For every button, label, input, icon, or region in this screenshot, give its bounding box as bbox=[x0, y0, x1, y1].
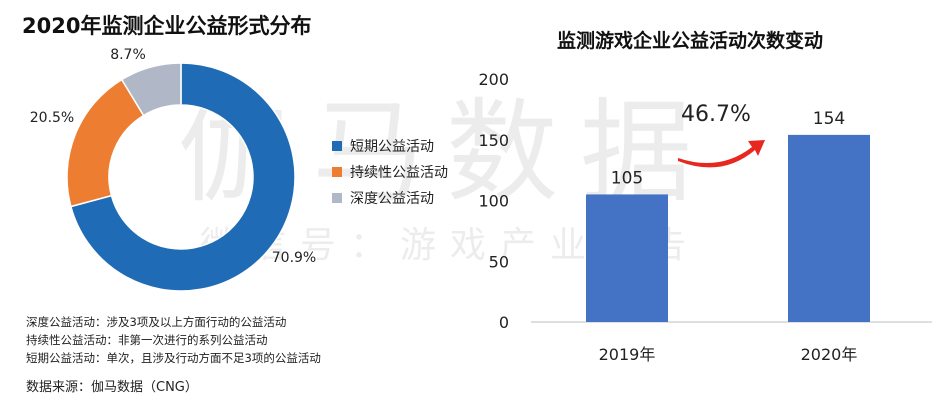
y-tick-label: 50 bbox=[489, 252, 509, 271]
x-tick-label: 2020年 bbox=[801, 345, 858, 364]
bar bbox=[788, 134, 870, 322]
pie-legend: 短期公益活动 持续性公益活动 深度公益活动 bbox=[332, 133, 448, 211]
bar-chart-title: 监测游戏企业公益活动次数变动 bbox=[557, 30, 824, 52]
legend-item-deep: 深度公益活动 bbox=[332, 185, 448, 211]
legend-item-short-term: 短期公益活动 bbox=[332, 133, 448, 159]
y-tick-label: 200 bbox=[478, 70, 509, 89]
pie-data-label: 8.7% bbox=[110, 47, 146, 63]
pie-data-label: 70.9% bbox=[272, 250, 316, 266]
pie-slice bbox=[69, 62, 296, 292]
pie-slice bbox=[120, 62, 182, 117]
legend-swatch-short-term bbox=[332, 141, 342, 151]
y-tick-label: 150 bbox=[478, 131, 509, 150]
bar bbox=[586, 194, 668, 322]
pie-slice bbox=[66, 78, 145, 208]
data-source: 数据来源：伽马数据（CNG） bbox=[26, 380, 198, 395]
legend-swatch-continuous bbox=[332, 167, 342, 177]
bar-value-label: 154 bbox=[813, 109, 845, 129]
growth-arrow-icon bbox=[678, 140, 765, 168]
legend-label-deep: 深度公益活动 bbox=[350, 191, 434, 207]
legend-label-short-term: 短期公益活动 bbox=[350, 139, 434, 155]
note-short-term: 短期公益活动：单次，且涉及行动方面不足3项的公益活动 bbox=[26, 351, 321, 365]
growth-percent-label: 46.7% bbox=[681, 102, 751, 127]
bar-value-label: 105 bbox=[611, 168, 643, 188]
y-tick-label: 0 bbox=[499, 313, 509, 332]
pie-chart-title: 2020年监测企业公益形式分布 bbox=[22, 14, 312, 38]
legend-item-continuous: 持续性公益活动 bbox=[332, 159, 448, 185]
legend-swatch-deep bbox=[332, 193, 342, 203]
x-tick-label: 2019年 bbox=[599, 345, 656, 364]
note-continuous: 持续性公益活动：非第一次进行的系列公益活动 bbox=[26, 333, 268, 347]
y-tick-label: 100 bbox=[478, 192, 509, 211]
definition-notes: 深度公益活动：涉及3项及以上方面行动的公益活动 持续性公益活动：非第一次进行的系… bbox=[26, 313, 321, 367]
note-deep: 深度公益活动：涉及3项及以上方面行动的公益活动 bbox=[26, 315, 287, 329]
pie-data-label: 20.5% bbox=[30, 110, 74, 126]
legend-label-continuous: 持续性公益活动 bbox=[350, 165, 448, 181]
